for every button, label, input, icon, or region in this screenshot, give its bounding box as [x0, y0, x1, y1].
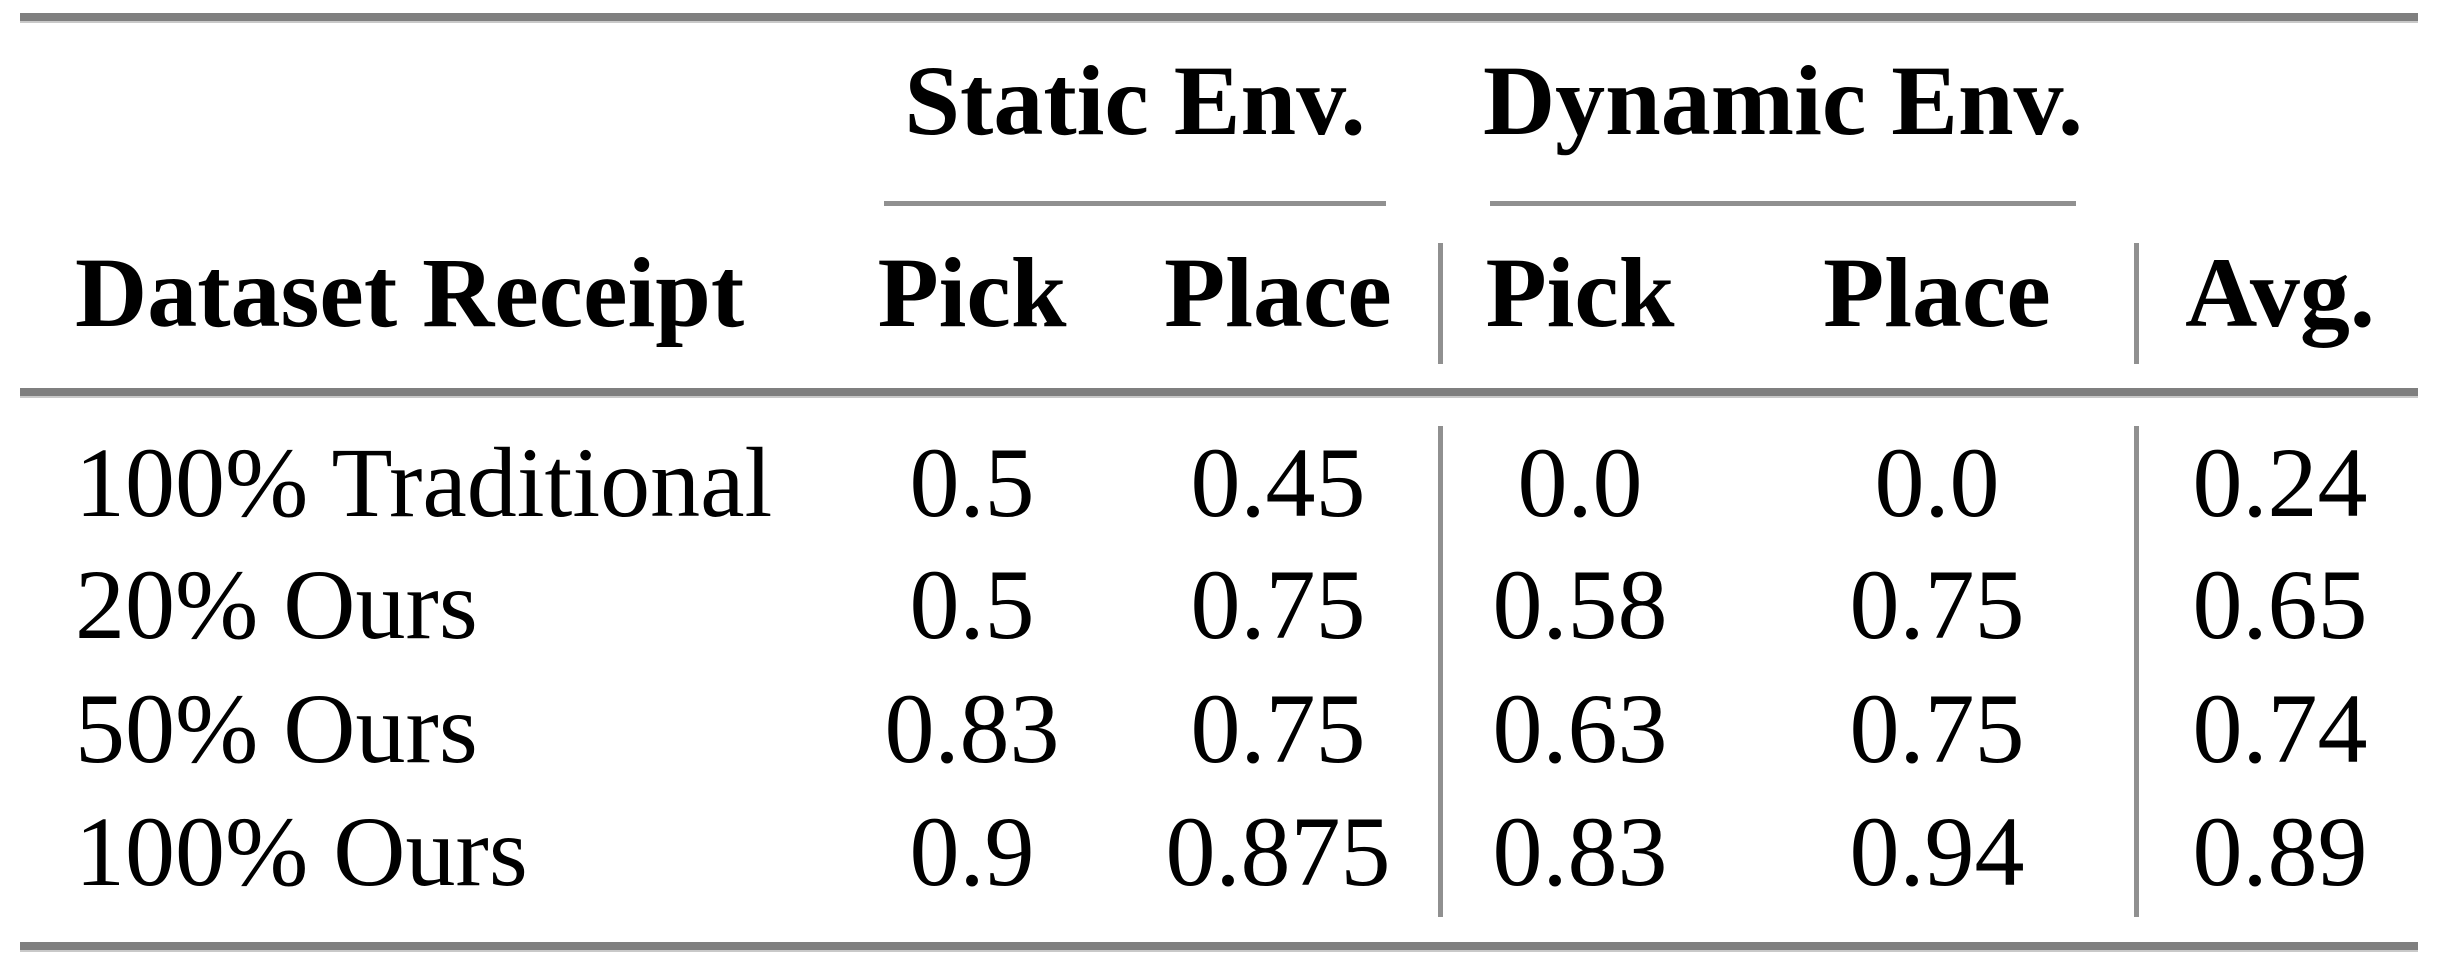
column-header-dynamic-pick: Pick	[1485, 237, 1675, 348]
column-header-dataset-receipt: Dataset Receipt	[75, 237, 745, 348]
value-avg: 0.89	[2192, 796, 2368, 907]
dynamic-env-underline-rule	[1490, 201, 2076, 206]
value-static-place: 0.75	[1190, 673, 1366, 784]
value-avg: 0.65	[2192, 549, 2368, 660]
value-static-pick: 0.83	[884, 673, 1060, 784]
value-dynamic-place: 0.75	[1849, 673, 2025, 784]
row-label: 100% Traditional	[75, 427, 773, 538]
table-header-rule	[20, 388, 2418, 396]
value-static-place: 0.75	[1190, 549, 1366, 660]
value-static-pick: 0.9	[909, 796, 1035, 907]
value-static-place: 0.45	[1190, 427, 1366, 538]
value-static-place: 0.875	[1165, 796, 1391, 907]
column-header-static-place: Place	[1164, 237, 1392, 348]
row-label: 100% Ours	[75, 796, 528, 907]
static-env-underline-rule	[884, 201, 1386, 206]
column-header-static-pick: Pick	[877, 237, 1067, 348]
value-avg: 0.24	[2192, 427, 2368, 538]
value-static-pick: 0.5	[909, 427, 1035, 538]
value-dynamic-place: 0.94	[1849, 796, 2025, 907]
value-avg: 0.74	[2192, 673, 2368, 784]
separator-static-dynamic-header	[1438, 243, 1443, 364]
value-dynamic-pick: 0.63	[1492, 673, 1668, 784]
table-bottom-rule	[20, 942, 2418, 950]
separator-static-dynamic-body	[1438, 426, 1443, 917]
value-static-pick: 0.5	[909, 549, 1035, 660]
group-header-dynamic-env: Dynamic Env.	[1482, 45, 2084, 156]
column-header-dynamic-place: Place	[1823, 237, 2051, 348]
value-dynamic-pick: 0.58	[1492, 549, 1668, 660]
separator-dynamic-avg-header	[2134, 243, 2139, 364]
row-label: 50% Ours	[75, 673, 478, 784]
value-dynamic-place: 0.0	[1874, 427, 2000, 538]
separator-dynamic-avg-body	[2134, 426, 2139, 917]
row-label: 20% Ours	[75, 549, 478, 660]
column-header-avg: Avg.	[2185, 237, 2375, 348]
value-dynamic-pick: 0.0	[1517, 427, 1643, 538]
value-dynamic-pick: 0.83	[1492, 796, 1668, 907]
table-top-rule	[20, 13, 2418, 21]
group-header-static-env: Static Env.	[904, 45, 1366, 156]
value-dynamic-place: 0.75	[1849, 549, 2025, 660]
